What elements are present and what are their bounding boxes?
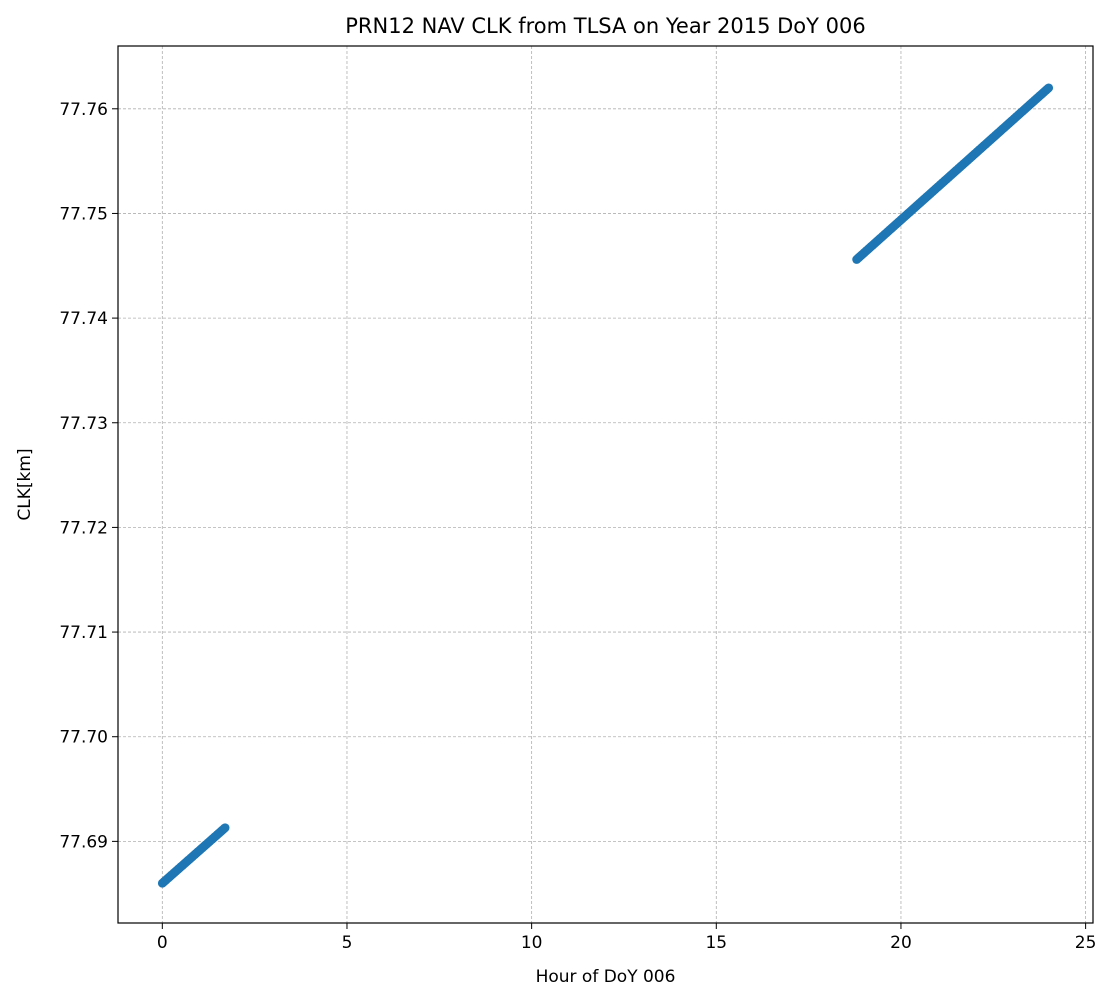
x-axis-label: Hour of DoY 006 xyxy=(536,967,676,987)
x-tick-label: 10 xyxy=(521,933,543,953)
grid xyxy=(118,46,1093,923)
x-tick-label: 25 xyxy=(1075,933,1097,953)
x-tick-label: 0 xyxy=(157,933,168,953)
y-tick-label: 77.75 xyxy=(59,204,108,224)
x-tick-label: 20 xyxy=(890,933,912,953)
y-tick-label: 77.74 xyxy=(59,309,108,329)
y-tick-label: 77.76 xyxy=(59,100,108,120)
y-tick-label: 77.71 xyxy=(59,623,108,643)
y-tick-label: 77.69 xyxy=(59,832,108,852)
x-tick-label: 15 xyxy=(705,933,727,953)
data-point xyxy=(220,823,230,833)
chart-title: PRN12 NAV CLK from TLSA on Year 2015 DoY… xyxy=(345,14,865,38)
y-axis-label: CLK[km] xyxy=(15,448,35,520)
data-point xyxy=(1044,83,1054,93)
y-tick-label: 77.73 xyxy=(59,414,108,434)
data-points xyxy=(157,83,1054,888)
y-tick-label: 77.72 xyxy=(59,518,108,538)
axes-frame xyxy=(117,45,1094,924)
x-tick-label: 5 xyxy=(342,933,353,953)
y-tick-label: 77.70 xyxy=(59,728,108,748)
ticks: 0 5 10 15 20 25 77.69 77.70 77.71 77.72 77.73 77.74… xyxy=(59,100,1096,953)
